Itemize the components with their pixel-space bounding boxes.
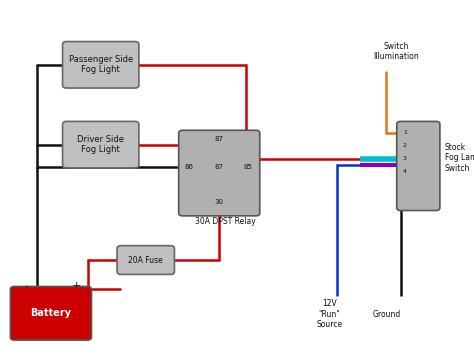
FancyBboxPatch shape <box>179 130 260 216</box>
Text: -: - <box>24 281 28 291</box>
Text: Passenger Side
Fog Light: Passenger Side Fog Light <box>69 55 133 75</box>
FancyBboxPatch shape <box>397 121 440 211</box>
Text: 1: 1 <box>403 130 407 135</box>
Text: 2: 2 <box>403 143 407 148</box>
Text: Driver Side
Fog Light: Driver Side Fog Light <box>77 135 124 154</box>
Text: Battery: Battery <box>30 308 72 318</box>
Text: 3: 3 <box>403 156 407 161</box>
FancyBboxPatch shape <box>117 246 174 274</box>
Text: 86: 86 <box>184 164 193 170</box>
Text: 87: 87 <box>215 136 223 142</box>
Text: 30A DPST Relay: 30A DPST Relay <box>195 217 255 226</box>
Text: 20A Fuse: 20A Fuse <box>128 256 163 264</box>
Text: 4: 4 <box>403 169 407 174</box>
Text: +: + <box>72 281 82 291</box>
FancyBboxPatch shape <box>63 121 139 168</box>
Text: Switch
Illumination: Switch Illumination <box>373 42 419 61</box>
Text: Stock
Fog Lamp
Switch: Stock Fog Lamp Switch <box>445 143 474 173</box>
FancyBboxPatch shape <box>63 42 139 88</box>
Text: 85: 85 <box>244 164 253 170</box>
Text: 87: 87 <box>215 164 223 170</box>
Text: 12V
"Run"
Source: 12V "Run" Source <box>316 299 343 329</box>
FancyBboxPatch shape <box>10 286 91 340</box>
Text: 30: 30 <box>215 199 223 204</box>
Text: Ground: Ground <box>372 310 401 319</box>
